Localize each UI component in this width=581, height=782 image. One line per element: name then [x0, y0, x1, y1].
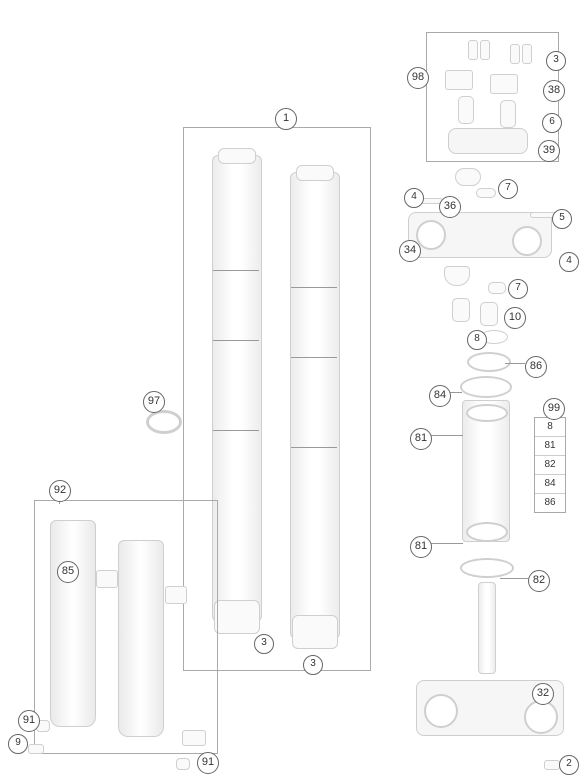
callout-81: 81 — [410, 428, 432, 450]
spacer-7b — [488, 282, 506, 294]
lower-clamp-bore-r — [524, 700, 558, 734]
callout-3: 3 — [303, 655, 323, 675]
cone-spacer — [444, 266, 470, 286]
lower-stem — [478, 582, 496, 674]
callout-7: 7 — [508, 279, 528, 299]
stack-cell: 82 — [535, 456, 565, 475]
stack-cell: 86 — [535, 494, 565, 512]
callout-6: 6 — [542, 113, 562, 133]
callout-32: 32 — [532, 683, 554, 705]
bolt-2 — [544, 760, 560, 770]
diagram-page: 8 81 82 84 86 1 3 3 3 4 4 5 6 7 7 8 9 10… — [0, 0, 581, 782]
callout-2: 2 — [559, 755, 579, 775]
callout-39: 39 — [538, 140, 560, 162]
fork-leg-left — [212, 155, 262, 622]
lower-clamp-bore-l — [424, 694, 458, 728]
fork-cap-left — [218, 148, 256, 164]
fork-guard-right — [118, 540, 164, 737]
stack-cell: 8 — [535, 418, 565, 437]
bolt-pair-2 — [480, 40, 490, 60]
steering-cap — [455, 168, 481, 186]
callout-84: 84 — [429, 385, 451, 407]
race-82 — [460, 558, 514, 578]
clamp-bore-left — [416, 220, 446, 250]
spacer-10a — [452, 298, 470, 322]
callout-34: 34 — [399, 240, 421, 262]
spacer-91-b — [176, 758, 190, 770]
bolt-pair-4 — [522, 44, 532, 64]
callout-92: 92 — [49, 480, 71, 502]
fork-cap-right — [296, 165, 334, 181]
callout-36: 36 — [439, 196, 461, 218]
seal-86 — [467, 352, 511, 372]
callout-7: 7 — [498, 179, 518, 199]
clamp-bore-right — [512, 226, 542, 256]
callout-91: 91 — [18, 710, 40, 732]
callout-1: 1 — [275, 108, 297, 130]
callout-99: 99 — [543, 398, 565, 420]
callout-4: 4 — [559, 252, 579, 272]
spacer-10b — [480, 302, 498, 326]
bolt-pair-1 — [468, 40, 478, 60]
callout-3: 3 — [254, 634, 274, 654]
kit-99-stack: 8 81 82 84 86 — [534, 417, 566, 513]
callout-10: 10 — [504, 307, 526, 329]
bracket-85-a — [96, 570, 118, 588]
callout-97: 97 — [143, 391, 165, 413]
stack-cell: 81 — [535, 437, 565, 456]
leader-line — [500, 578, 528, 579]
bushing-1 — [458, 96, 474, 124]
axle-lug-right — [292, 615, 338, 649]
callout-91: 91 — [197, 752, 219, 774]
bracket-85-b — [165, 586, 187, 604]
bearing-81-bottom — [466, 522, 508, 542]
callout-98: 98 — [407, 67, 429, 89]
handlebar-lower-clamp — [448, 128, 528, 154]
fork-guard-left — [50, 520, 96, 727]
callout-82: 82 — [528, 570, 550, 592]
fork-leg-right — [290, 172, 340, 639]
bushing-2 — [500, 100, 516, 128]
stack-cell: 84 — [535, 475, 565, 494]
clamp-part-a — [445, 70, 473, 90]
callout-85: 85 — [57, 561, 79, 583]
callout-38: 38 — [543, 80, 565, 102]
bolt-pair-3 — [510, 44, 520, 64]
callout-3: 3 — [546, 51, 566, 71]
clamp-part-b — [490, 74, 518, 94]
callout-4: 4 — [404, 188, 424, 208]
bolt-9 — [28, 744, 44, 754]
nut-97 — [146, 410, 182, 434]
leader-line — [505, 363, 525, 364]
callout-9: 9 — [8, 734, 28, 754]
callout-86: 86 — [525, 356, 547, 378]
bearing-81-top — [466, 404, 508, 422]
callout-81: 81 — [410, 536, 432, 558]
race-84 — [460, 376, 512, 398]
callout-5: 5 — [552, 209, 572, 229]
axle-lug-left — [214, 600, 260, 634]
callout-8: 8 — [467, 330, 487, 350]
washer-7a — [476, 188, 496, 198]
brake-hose-guide — [182, 730, 206, 746]
